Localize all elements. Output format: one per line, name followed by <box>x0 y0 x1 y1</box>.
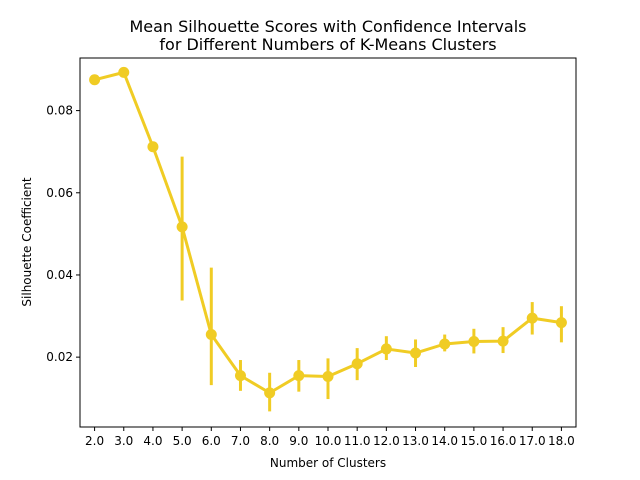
x-tick-label: 9.0 <box>289 434 308 448</box>
x-tick-label: 12.0 <box>373 434 400 448</box>
data-point <box>497 335 509 347</box>
data-point <box>205 329 217 341</box>
data-point <box>380 343 392 355</box>
data-point <box>234 370 246 382</box>
x-tick-label: 14.0 <box>431 434 458 448</box>
x-tick-label: 15.0 <box>461 434 488 448</box>
data-point <box>322 370 334 382</box>
x-tick-label: 16.0 <box>490 434 517 448</box>
plot-area: 0.02 0.04 0.06 0.08 2.0 3.0 4.0 5.0 6.0 7.0 8.0 9.0… <box>46 66 575 448</box>
x-tick-label: 7.0 <box>231 434 250 448</box>
y-tick-label: 0.02 <box>46 350 73 364</box>
data-point <box>468 336 480 348</box>
x-tick-label: 18.0 <box>548 434 575 448</box>
x-tick-label: 3.0 <box>114 434 133 448</box>
data-point <box>264 387 276 399</box>
data-point <box>439 338 451 350</box>
data-point <box>293 370 305 382</box>
x-tick-label: 8.0 <box>260 434 279 448</box>
y-tick-label: 0.08 <box>46 104 73 118</box>
data-point <box>89 74 101 86</box>
data-point <box>526 312 538 324</box>
chart-title-line2: for Different Numbers of K-Means Cluster… <box>159 35 496 54</box>
plot-frame <box>79 57 577 428</box>
series-line <box>93 70 563 395</box>
y-tick-label: 0.06 <box>46 186 73 200</box>
x-tick-label: 10.0 <box>315 434 342 448</box>
data-point <box>118 66 130 78</box>
data-point <box>351 358 363 370</box>
y-axis-label: Silhouette Coefficient <box>20 177 34 306</box>
x-tick-label: 11.0 <box>344 434 371 448</box>
x-tick-label: 6.0 <box>202 434 221 448</box>
data-point <box>410 347 422 359</box>
chart-title-line1: Mean Silhouette Scores with Confidence I… <box>129 17 526 36</box>
x-tick-label: 13.0 <box>402 434 429 448</box>
x-tick-label: 17.0 <box>519 434 546 448</box>
data-point <box>147 141 159 153</box>
x-axis-label: Number of Clusters <box>270 456 386 470</box>
data-point <box>555 317 567 329</box>
data-point <box>176 221 188 233</box>
x-tick-label: 4.0 <box>143 434 162 448</box>
y-tick-label: 0.04 <box>46 268 73 282</box>
x-tick-label: 5.0 <box>173 434 192 448</box>
x-tick-label: 2.0 <box>85 434 104 448</box>
